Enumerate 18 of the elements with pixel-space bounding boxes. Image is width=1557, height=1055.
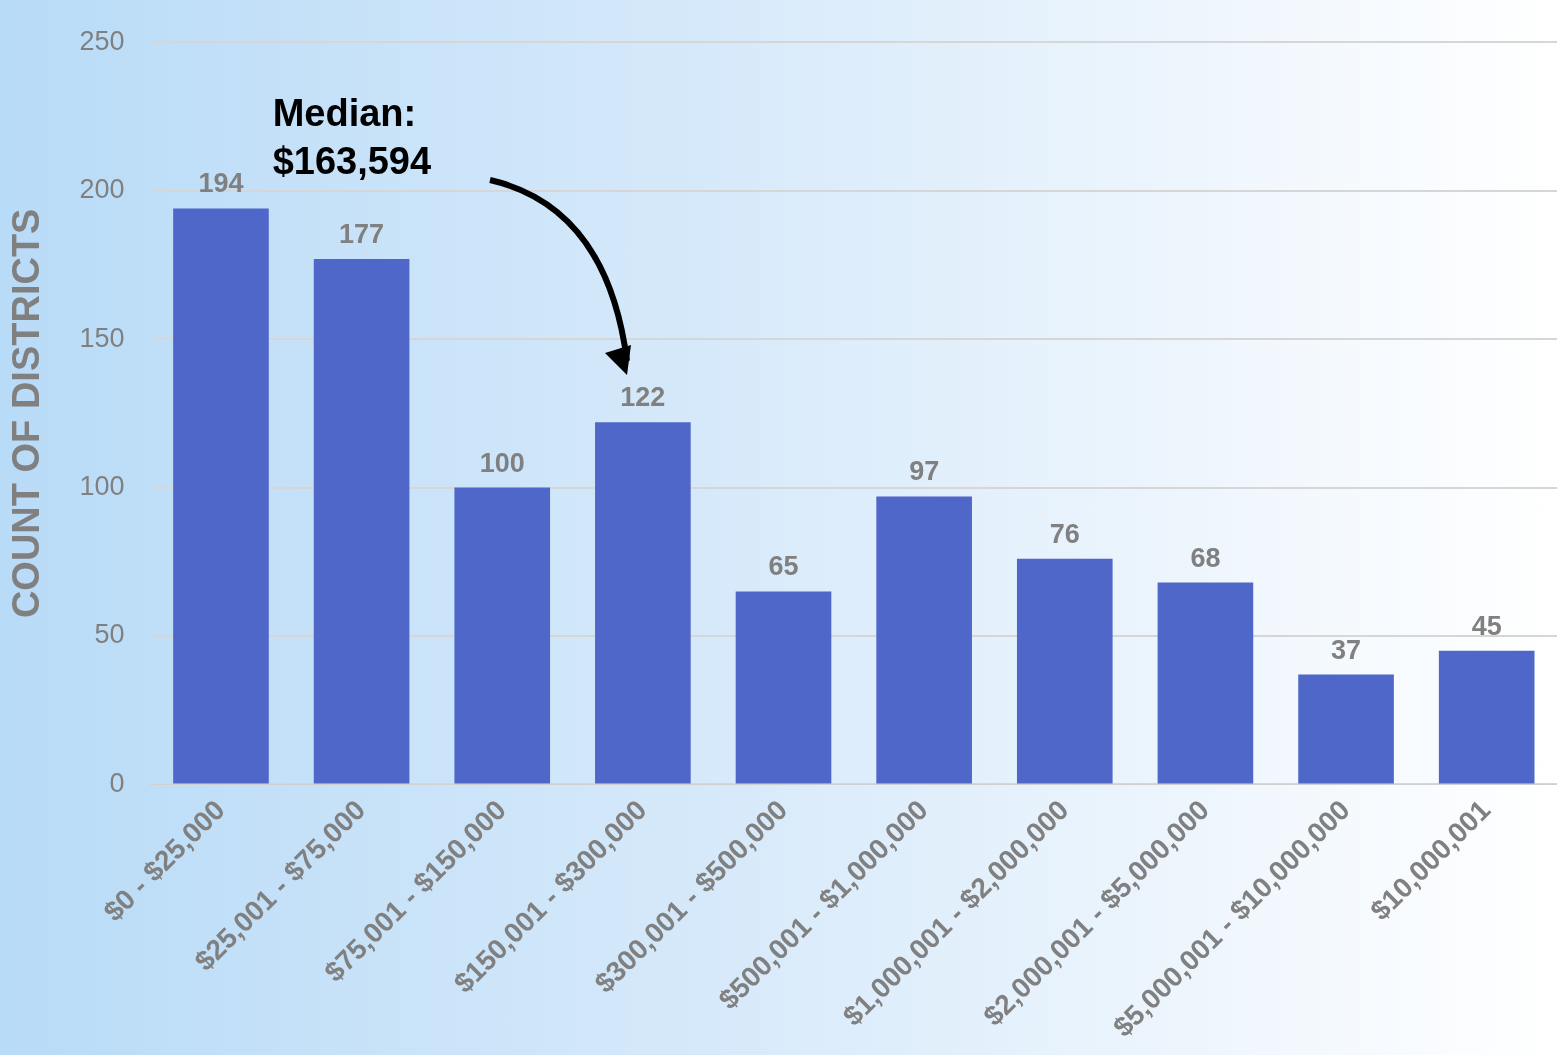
data-label: 100 [479,447,525,478]
data-label: 194 [198,168,244,199]
data-label: 37 [1331,634,1362,665]
y-axis-title: COUNT OF DISTRICTS [5,208,48,619]
annotation: Median: $163,594 [272,92,432,183]
y-tick-label: 250 [79,25,125,56]
y-tick-label: 100 [79,471,125,501]
y-tick-label: 200 [79,174,125,205]
data-label: 45 [1471,610,1502,641]
data-label: 97 [909,456,940,487]
y-tick-label: 150 [79,322,125,353]
data-label: 76 [1049,518,1080,549]
data-label: 122 [620,382,666,413]
data-label: 68 [1190,542,1221,573]
y-tick-label: 0 [109,767,125,798]
data-label: 177 [339,218,385,249]
y-tick-label: 50 [94,619,125,650]
data-label: 65 [768,551,799,582]
